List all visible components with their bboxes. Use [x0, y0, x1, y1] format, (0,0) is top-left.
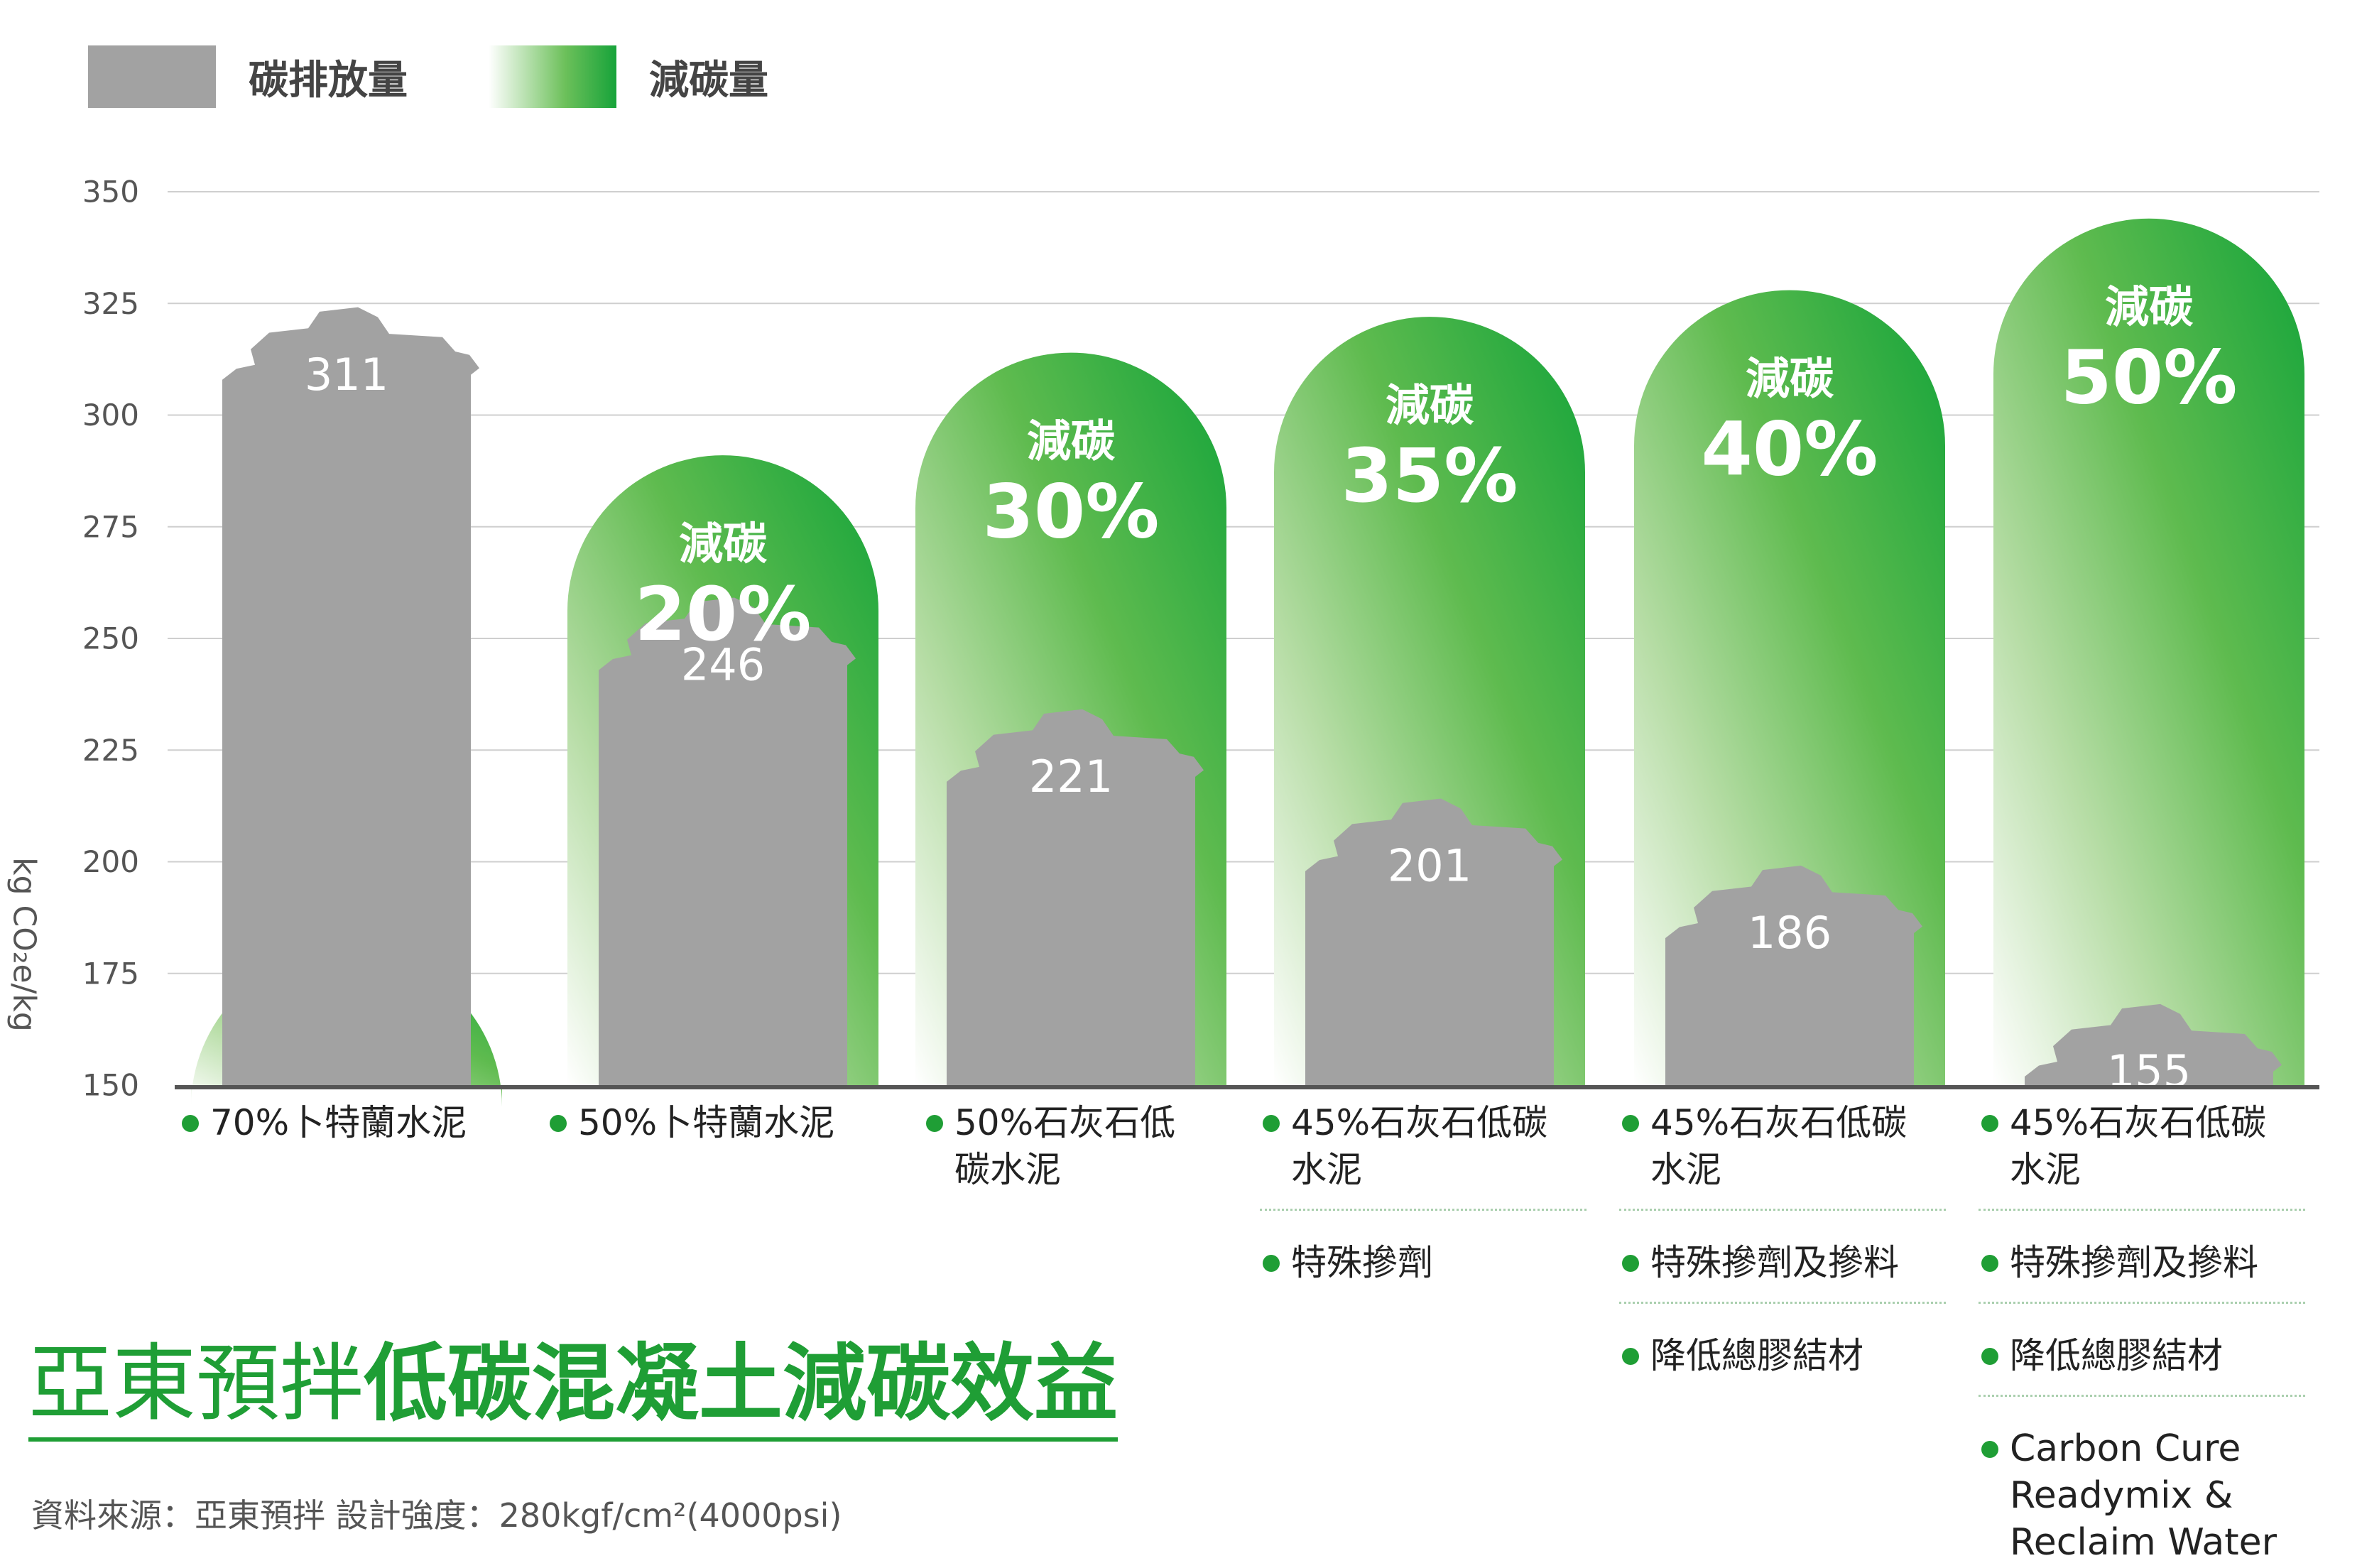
- category-item-line: 降低總膠結材: [1650, 1335, 1863, 1376]
- category-item: 50%石灰石低 碳水泥: [923, 1099, 1221, 1193]
- category-separator: [1979, 1395, 2305, 1397]
- category-item-line: 50%石灰石低: [954, 1102, 1176, 1143]
- y-tick-label: 200: [82, 844, 139, 879]
- reduction-prefix-label: 減碳: [1027, 415, 1116, 467]
- category-item: Carbon Cure Readymix & Reclaim Water: [1979, 1425, 2305, 1566]
- category-item-line: Carbon Cure: [2010, 1427, 2241, 1470]
- emission-bar: [222, 307, 479, 1085]
- category-item: 50%卜特蘭水泥: [547, 1099, 881, 1146]
- category-item: 特殊摻劑及摻料: [1619, 1239, 1946, 1286]
- reduction-percent-label: 30%: [983, 468, 1160, 555]
- category-item-line: 特殊摻劑及摻料: [1650, 1242, 1899, 1283]
- category-item: 特殊摻劑及摻料: [1979, 1239, 2305, 1286]
- legend-label-reduction: 減碳量: [649, 57, 768, 104]
- source-note: 資料來源：亞東預拌 設計強度：280kgf/cm²(4000psi): [31, 1496, 842, 1535]
- category-separator: [1619, 1302, 1946, 1304]
- category-4: 45%石灰石低碳 水泥特殊摻劑: [1260, 1099, 1587, 1286]
- category-5: 45%石灰石低碳 水泥特殊摻劑及摻料 降低總膠結材: [1619, 1099, 1946, 1379]
- emission-bar: [947, 709, 1204, 1085]
- reduction-bar: [1634, 290, 1945, 1085]
- category-item: 70%卜特蘭水泥: [179, 1099, 513, 1146]
- category-item-line: 特殊摻劑及摻料: [2010, 1242, 2258, 1283]
- y-tick-label: 275: [82, 509, 139, 544]
- category-separator: [1979, 1302, 2305, 1304]
- y-tick-label: 300: [82, 398, 139, 432]
- reduction-percent-label: 35%: [1341, 432, 1518, 519]
- y-axis-label: kg CO₂e/kg: [6, 857, 43, 1032]
- category-item: 45%石灰石低碳 水泥: [1260, 1099, 1587, 1193]
- category-item: 降低總膠結材: [1979, 1332, 2305, 1379]
- title-main: 低碳混凝土減碳效益: [364, 1334, 1119, 1432]
- category-item-line: 水泥: [1291, 1149, 1362, 1190]
- category-separator: [1619, 1209, 1946, 1211]
- category-item-line: 降低總膠結材: [2010, 1335, 2223, 1376]
- emission-value-label: 246: [681, 639, 765, 691]
- category-item: 45%石灰石低碳 水泥: [1619, 1099, 1946, 1193]
- reduction-prefix-label: 減碳: [2105, 281, 2194, 333]
- legend-item-reduction: 減碳量: [489, 45, 768, 108]
- reduction-percent-label: 20%: [635, 571, 812, 658]
- legend-label-emission: 碳排放量: [249, 57, 408, 104]
- reduction-prefix-label: 減碳: [1746, 352, 1834, 404]
- category-3: 50%石灰石低 碳水泥: [923, 1099, 1221, 1193]
- category-item-line: 水泥: [1650, 1149, 1721, 1190]
- reduction-prefix-label: 減碳: [1386, 379, 1474, 431]
- y-tick-labels: 150 175 200 225 250 275 300 325 350: [82, 175, 139, 1103]
- category-item: 特殊摻劑: [1260, 1239, 1587, 1286]
- data-labels: 311246221201186155減碳20%減碳30%減碳35%減碳40%減碳…: [305, 281, 2238, 1097]
- reduction-prefix-label: 減碳: [679, 518, 768, 570]
- category-separator: [1979, 1209, 2305, 1211]
- category-item: 45%石灰石低碳 水泥: [1979, 1099, 2305, 1193]
- reduction-bar: [1993, 218, 2304, 1085]
- category-item-line: 45%石灰石低碳: [2010, 1102, 2267, 1143]
- legend-swatch-gray: [88, 45, 216, 108]
- y-tick-label: 150: [82, 1068, 139, 1103]
- title-brand: 亞東預拌: [28, 1334, 364, 1432]
- category-item-line: 45%石灰石低碳: [1650, 1102, 1907, 1143]
- category-item-line: 70%卜特蘭水泥: [210, 1102, 467, 1143]
- category-item-line: 水泥: [2010, 1149, 2081, 1190]
- category-1: 70%卜特蘭水泥: [179, 1099, 513, 1146]
- emission-bar: [2025, 1003, 2282, 1085]
- page-title: 亞東預拌低碳混凝土減碳效益: [28, 1334, 1119, 1442]
- emission-value-label: 221: [1029, 751, 1113, 802]
- emission-value-label: 311: [305, 349, 388, 401]
- grid-lines: [168, 191, 2319, 974]
- emission-value-label: 155: [2107, 1045, 2191, 1097]
- category-item-line: 碳水泥: [954, 1149, 1061, 1190]
- y-tick-label: 325: [82, 286, 139, 321]
- category-item-line: Readymix &: [2010, 1474, 2233, 1517]
- legend-item-emission: 碳排放量: [88, 45, 408, 108]
- emission-bar: [1665, 865, 1922, 1085]
- y-tick-label: 250: [82, 621, 139, 656]
- emission-value-label: 186: [1748, 907, 1832, 959]
- category-item-line: 特殊摻劑: [1291, 1242, 1433, 1283]
- category-item-line: Reclaim Water: [2010, 1521, 2277, 1564]
- emission-bar: [599, 597, 856, 1085]
- emission-value-label: 201: [1388, 840, 1471, 892]
- legend-swatch-green: [489, 45, 616, 108]
- y-tick-label: 350: [82, 175, 139, 209]
- category-item-line: 50%卜特蘭水泥: [578, 1102, 835, 1143]
- emission-series: [222, 307, 2282, 1085]
- category-item: 降低總膠結材: [1619, 1332, 1946, 1379]
- emission-bar: [1305, 798, 1562, 1085]
- category-2: 50%卜特蘭水泥: [547, 1099, 881, 1146]
- reduction-percent-label: 50%: [2061, 334, 2238, 421]
- reduction-percent-label: 40%: [1702, 405, 1878, 492]
- y-tick-label: 175: [82, 956, 139, 991]
- category-item-line: 45%石灰石低碳: [1291, 1102, 1548, 1143]
- category-separator: [1260, 1209, 1587, 1211]
- category-6: 45%石灰石低碳 水泥特殊摻劑及摻料 降低總膠結材 Carbon Cure Readym…: [1979, 1099, 2305, 1566]
- y-tick-label: 225: [82, 733, 139, 768]
